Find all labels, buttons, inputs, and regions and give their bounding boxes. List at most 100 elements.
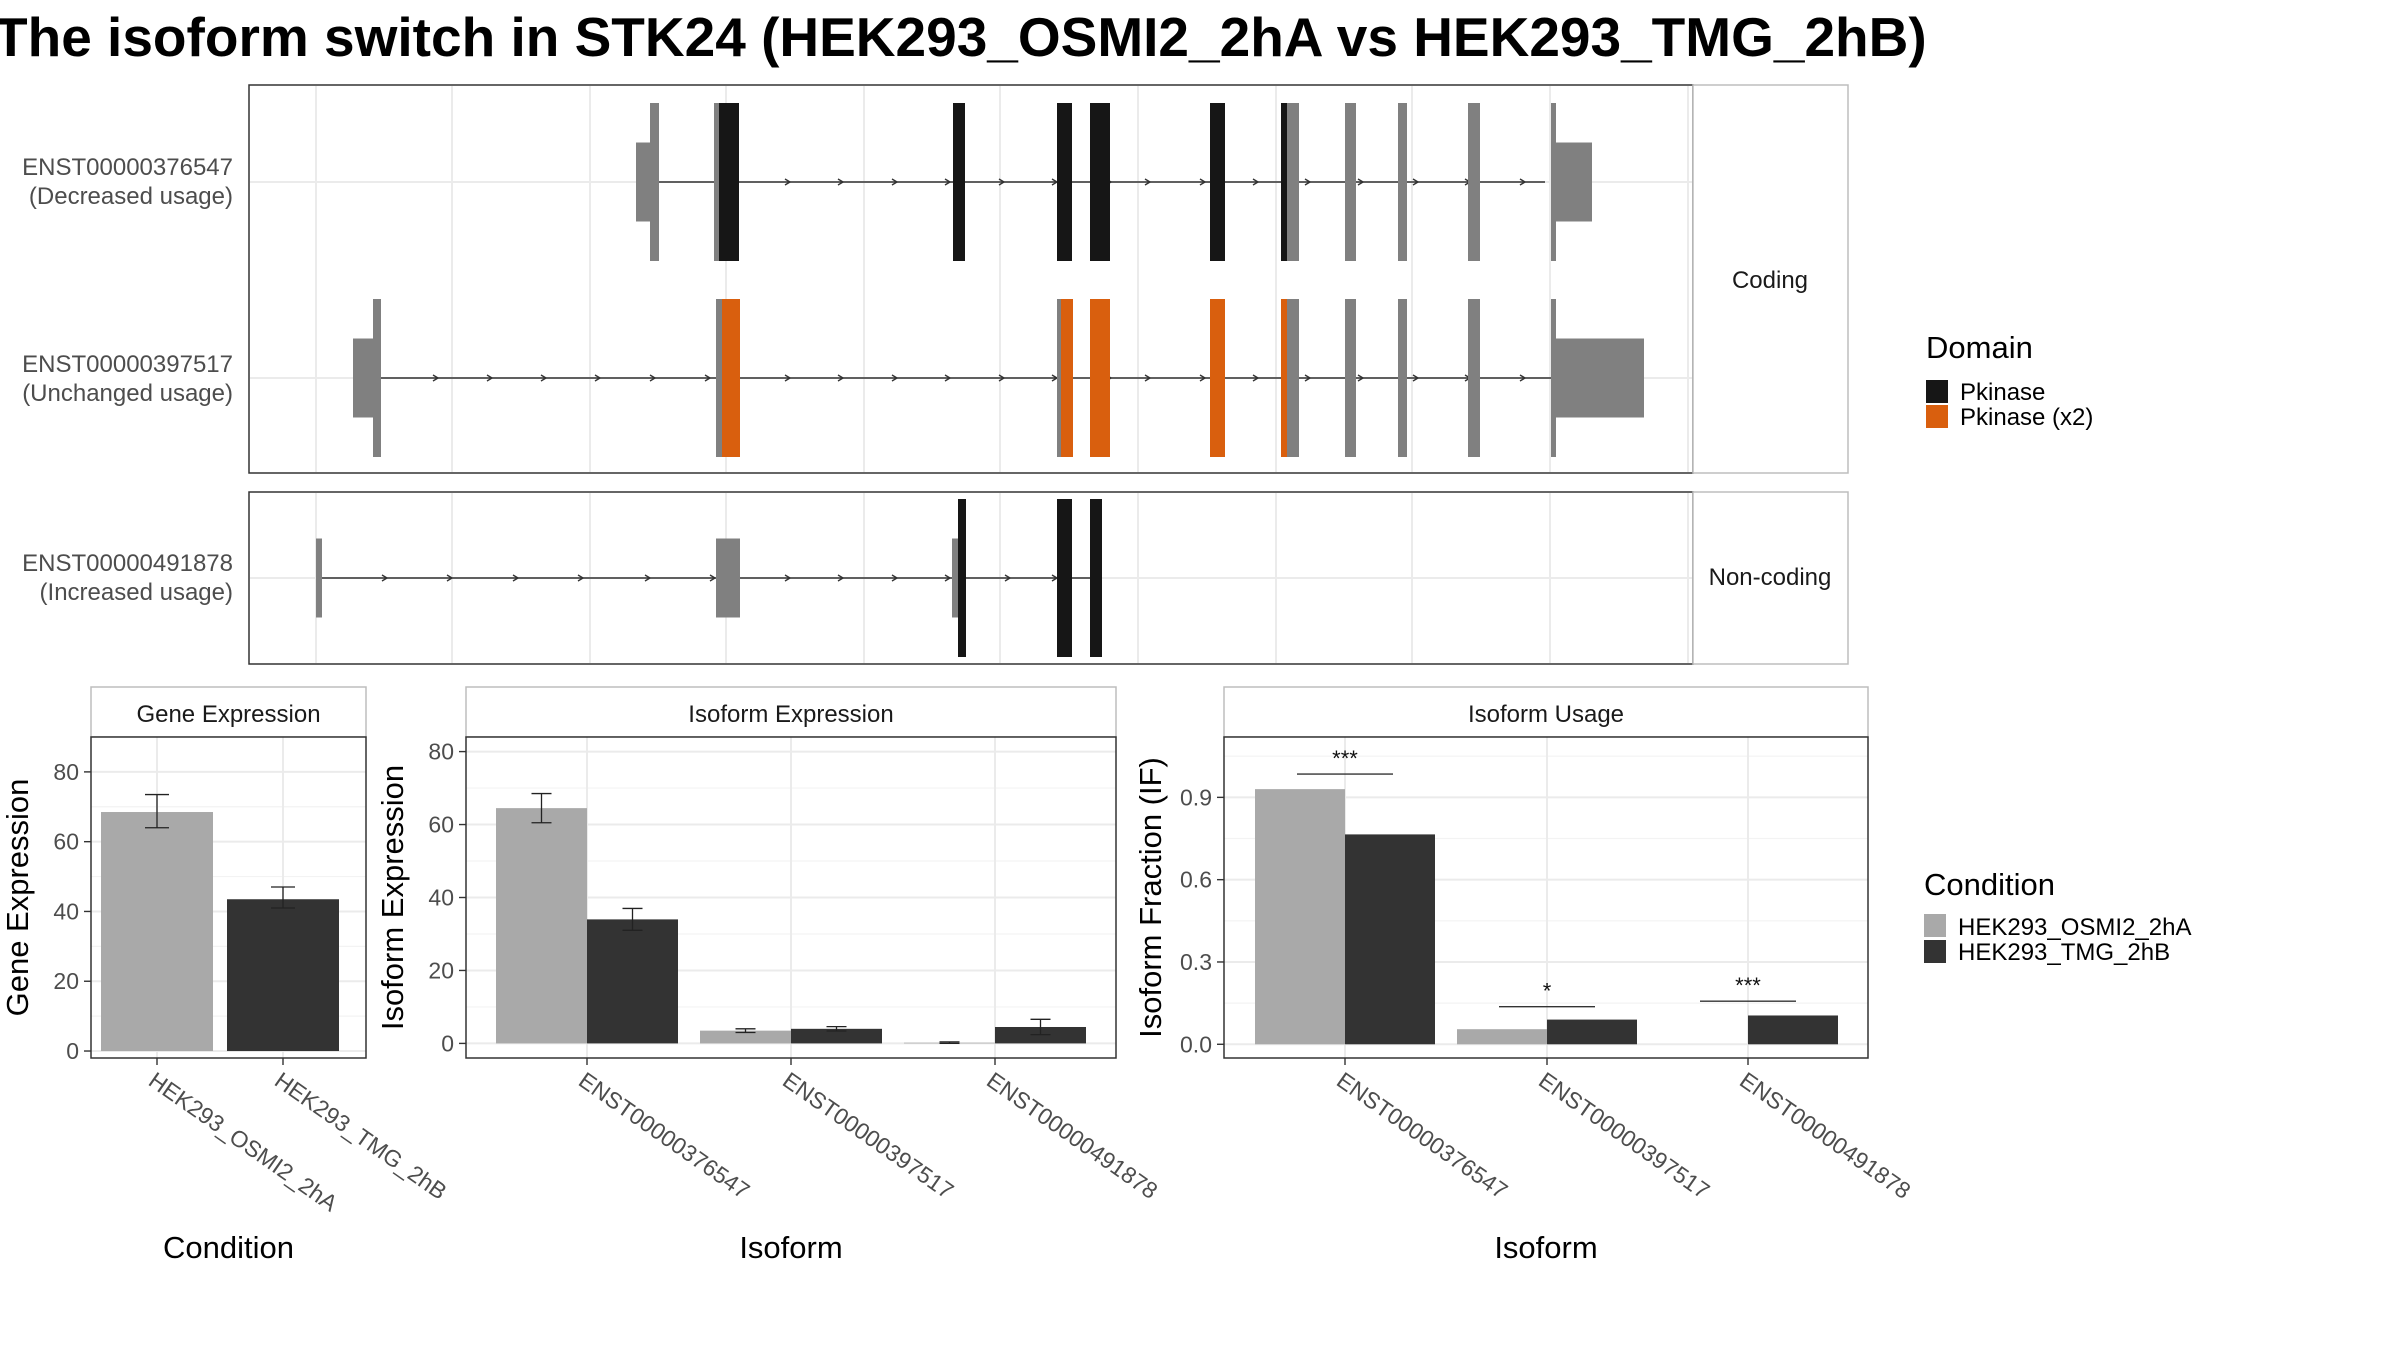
intron-arrow [1357,374,1365,382]
x-tick-label: ENST00000491878 [1735,1067,1915,1204]
intron-arrow [1199,374,1207,382]
cds-exon [373,299,381,457]
coding-plot-area [248,84,1694,474]
intron-arrow [704,374,712,382]
cds-exon [1551,103,1556,261]
pkinase-x2-domain-exon [1090,299,1110,457]
intron-arrow [944,178,952,186]
domain-legend-label-pkinase-x2: Pkinase (x2) [1960,404,2093,431]
chart-title: Isoform Expression [688,701,893,728]
y-tick-label: 0 [66,1038,79,1064]
condition-legend-key-a [1924,914,1946,937]
y-tick-label: 0.3 [1180,949,1212,975]
pkinase-domain-region [958,499,966,657]
intron-arrow [649,374,657,382]
y-tick-label: 20 [53,968,79,994]
intron-arrow [944,374,952,382]
pkinase-domain-exon [1210,103,1225,261]
noncoding-transcript-panel: Non-coding [248,491,1849,665]
intron-arrow [644,574,652,582]
cds-exon [1345,103,1356,261]
x-tick-label: ENST00000376547 [574,1067,754,1204]
intron-arrow [837,574,845,582]
noncoding-exon [316,538,322,618]
intron-arrow [1004,574,1012,582]
significance-label: *** [1332,746,1358,771]
transcript-usage-1: (Decreased usage) [29,183,233,210]
condition-legend-label-b: HEK293_TMG_2hB [1958,939,2170,966]
y-axis-title: Isoform Expression [375,765,410,1030]
utr-exon [636,142,650,222]
bar-HEK293_TMG_2hB-ENST00000376547 [1345,834,1435,1045]
noncoding-transcripts [316,499,1102,657]
y-tick-label: 20 [428,957,454,983]
intron-arrow [1412,178,1420,186]
intron-arrow [432,374,440,382]
y-tick-label: 0.9 [1180,784,1212,810]
chart-panel-border [90,736,367,1059]
intron-arrow [784,178,792,186]
chart-2: Isoform Usage**** ***0.00.30.60.9ENST0000… [1133,686,1916,1265]
bar-HEK293_OSMI2_2hA-ENST00000397517 [700,1030,791,1044]
bar-HEK293_OSMI2_2hA-ENST00000397517 [1457,1029,1547,1045]
chart-panel-border [1223,736,1869,1059]
pkinase-x2-domain-exon [1281,299,1287,457]
cds-exon [650,103,659,261]
x-tick-label: ENST00000491878 [982,1067,1162,1204]
chart-title: Isoform Usage [1468,701,1624,728]
x-tick-label: ENST00000376547 [1332,1067,1512,1204]
transcript-usage-3: (Increased usage) [40,579,233,606]
intron-arrow [577,574,585,582]
y-tick-label: 60 [53,829,79,855]
pkinase-domain-exon [1090,103,1110,261]
cds-exon [1057,299,1061,457]
intron-arrow [1144,178,1152,186]
significance-label: * [1543,979,1552,1004]
bar-HEK293_TMG_2hB-ENST00000491878 [1748,1015,1838,1045]
intron-arrow [837,374,845,382]
x-axis-title: Isoform [739,1230,842,1265]
figure-title: The isoform switch in STK24 (HEK293_OSMI… [0,6,1927,68]
pkinase-x2-domain-exon [722,299,740,457]
cds-exon [1345,299,1356,457]
intron-arrow [512,574,520,582]
coding-strip-label: Coding [1732,267,1808,294]
cds-exon [716,299,722,457]
transcript-label-2: ENST00000397517 [22,351,233,378]
pkinase-domain-exon [1281,103,1287,261]
cds-exon [1551,299,1556,457]
utr-exon [1556,142,1592,222]
bar-HEK293_TMG_2hB-ENST00000376547 [587,919,678,1044]
cds-exon [1287,299,1299,457]
x-tick-label: ENST00000397517 [778,1067,958,1204]
y-tick-label: 0.0 [1180,1031,1212,1057]
domain-legend-label-pkinase: Pkinase [1960,379,2045,406]
x-axis-title: Isoform [1494,1230,1597,1265]
domain-legend-key-pkinase-x2 [1926,405,1948,428]
intron-arrow [540,374,548,382]
chart-title-strip [90,686,367,738]
intron-arrow [1412,374,1420,382]
cds-exon [1398,299,1407,457]
utr-exon [1556,338,1644,418]
pkinase-x2-domain-exon [1061,299,1073,457]
bar-HEK293_OSMI2_2hA-ENST00000376547 [496,808,587,1044]
transcript-usage-2: (Unchanged usage) [22,380,233,407]
cds-exon [714,103,719,261]
y-axis-title: Isoform Fraction (IF) [1133,757,1168,1038]
y-tick-label: 0.6 [1180,867,1212,893]
condition-legend-key-b [1924,940,1946,963]
chart-0: Gene Expression020406080HEK293_OSMI2_2hA… [0,686,452,1265]
transcript-label-3: ENST00000491878 [22,550,233,577]
coding-transcripts [353,103,1644,457]
pkinase-domain-region [1090,499,1102,657]
chart-title-strip [465,686,1117,738]
transcript-label-1: ENST00000376547 [22,154,233,181]
intron-arrow [594,374,602,382]
noncoding-exon [952,538,958,618]
bar-HEK293_TMG_2hB-ENST00000397517 [791,1028,882,1044]
intron-arrow [1304,178,1312,186]
cds-exon [1287,103,1299,261]
pkinase-domain-exon [1057,103,1072,261]
